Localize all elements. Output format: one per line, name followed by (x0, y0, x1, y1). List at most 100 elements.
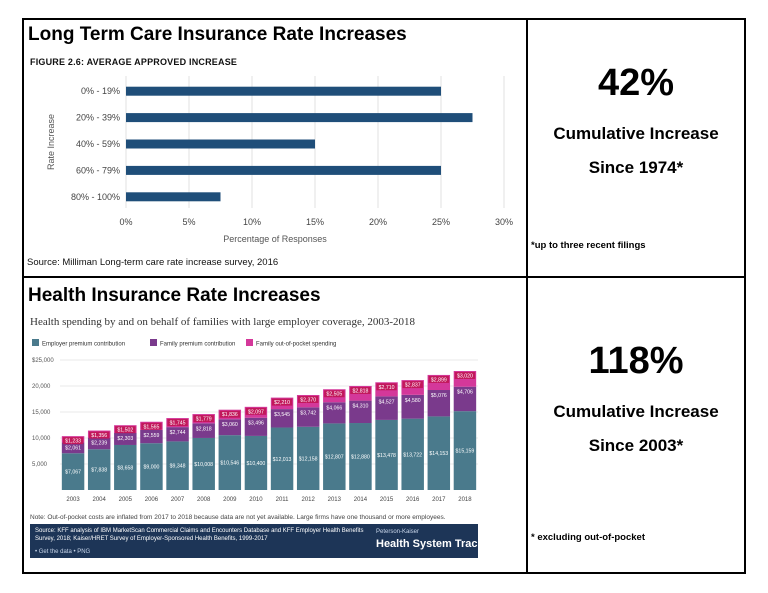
health-x-tick-label: 2011 (276, 497, 290, 503)
health-bar-segment (375, 396, 398, 420)
health-label-box (88, 431, 110, 439)
health-bar-segment (140, 443, 163, 490)
health-bar-segment (192, 437, 215, 490)
health-label-box (115, 426, 136, 434)
health-y-tick-label: $25,000 (32, 358, 54, 364)
health-bar-segment (349, 400, 372, 424)
health-data-label: $4,706 (457, 390, 473, 396)
health-section-title: Health Insurance Rate Increases (28, 285, 321, 306)
health-legend-swatch (246, 339, 253, 346)
health-data-label: $2,097 (248, 409, 264, 415)
health-label-box (271, 398, 293, 406)
ltc-footnote: *up to three recent filings (531, 240, 646, 251)
health-x-tick-label: 2014 (354, 497, 368, 503)
health-bar-segment (244, 435, 268, 490)
row-divider (22, 276, 746, 278)
health-data-label: $3,020 (457, 373, 473, 379)
health-data-label: $2,303 (117, 436, 133, 442)
ltc-big-percent: 42% (597, 62, 675, 104)
health-data-label: $12,013 (273, 457, 292, 463)
health-x-tick-label: 2013 (328, 497, 342, 503)
health-since-label: Since 2003* (588, 436, 684, 455)
health-bar-segment (140, 429, 163, 444)
health-label-box (62, 437, 84, 445)
health-bar-segment (166, 441, 189, 490)
health-data-label: $10,008 (194, 462, 213, 468)
health-data-label: $1,779 (196, 417, 212, 423)
health-bar-segment (270, 427, 294, 490)
ltc-source: Source: Milliman Long-term care rate inc… (27, 257, 279, 268)
health-data-label: $12,158 (299, 456, 318, 462)
ltc-bar (126, 139, 315, 149)
health-bar-segment (401, 394, 424, 419)
health-bar-segment (453, 386, 477, 412)
ltc-category-label: 60% - 79% (76, 165, 120, 175)
health-bar-segment (166, 427, 189, 442)
health-legend-swatch (150, 339, 157, 346)
health-data-label: $1,233 (65, 439, 81, 445)
health-label-box (297, 395, 319, 403)
health-data-label: $5,076 (431, 393, 447, 399)
health-data-label: $2,710 (379, 385, 395, 391)
health-data-label: $9,000 (144, 465, 160, 471)
outer-frame (22, 18, 746, 574)
get-data-link[interactable]: • Get the data • PNG (35, 549, 91, 555)
ltc-category-label: 80% - 100% (71, 192, 120, 202)
health-bar-segment (323, 423, 346, 490)
health-bar-segment (296, 407, 320, 427)
health-data-label: $3,496 (248, 421, 264, 427)
health-data-label: $13,478 (377, 453, 396, 459)
ltc-x-tick-label: 0% (119, 217, 132, 227)
ltc-cumulative-label: Cumulative Increase (553, 124, 719, 143)
health-data-label: $4,527 (379, 399, 395, 405)
health-x-tick-label: 2018 (458, 497, 472, 503)
ltc-x-axis-label: Percentage of Responses (223, 234, 327, 244)
health-data-label: $12,880 (351, 455, 370, 461)
health-x-tick-label: 2010 (249, 497, 263, 503)
health-bar-segment (114, 444, 137, 490)
health-data-label: $1,565 (144, 424, 160, 430)
health-x-tick-label: 2017 (432, 497, 446, 503)
health-label-box (402, 381, 423, 389)
health-data-label: $1,502 (117, 428, 133, 434)
ltc-x-tick-label: 20% (369, 217, 387, 227)
health-data-label: $10,400 (247, 461, 266, 467)
health-legend-swatch (32, 339, 39, 346)
health-data-label: $2,559 (144, 433, 160, 439)
health-label-box (219, 410, 241, 418)
ltc-x-tick-label: 10% (243, 217, 261, 227)
health-chart-title: Health spending by and on behalf of fami… (30, 316, 415, 328)
health-label-box (193, 415, 214, 423)
health-data-label: $8,658 (117, 465, 133, 471)
health-data-label: $4,310 (353, 404, 369, 410)
health-data-label: $1,836 (222, 412, 238, 418)
health-note: Note: Out-of-pocket costs are inflated f… (30, 514, 446, 521)
health-label-box (428, 375, 450, 383)
health-bar-segment (61, 453, 85, 490)
health-bar-segment (61, 442, 85, 454)
health-bar-segment (192, 423, 215, 438)
health-big-percent: 118% (588, 340, 684, 382)
ltc-bar (126, 165, 441, 175)
health-data-label: $2,744 (170, 430, 186, 436)
health-data-label: $2,818 (353, 388, 369, 394)
health-label-box (167, 419, 188, 427)
health-label-box (324, 390, 345, 398)
ltc-x-tick-label: 5% (182, 217, 195, 227)
health-data-label: $3,742 (300, 410, 316, 416)
health-bar-segment (427, 390, 451, 417)
health-data-label: $4,066 (326, 405, 342, 411)
health-bar-segment (87, 449, 111, 490)
health-bar-segment (244, 417, 268, 436)
ltc-category-label: 40% - 59% (76, 139, 120, 149)
health-y-tick-label: 5,000 (32, 462, 48, 468)
ltc-figure-title: FIGURE 2.6: AVERAGE APPROVED INCREASE (30, 57, 238, 67)
health-x-tick-label: 2006 (145, 497, 159, 503)
ltc-section-title: Long Term Care Insurance Rate Increases (28, 24, 407, 45)
health-x-tick-label: 2007 (171, 497, 185, 503)
ltc-x-tick-label: 25% (432, 217, 450, 227)
health-y-tick-label: 10,000 (32, 436, 51, 442)
health-x-tick-label: 2016 (406, 497, 420, 503)
health-label-box (245, 407, 267, 415)
ltc-category-label: 0% - 19% (81, 86, 120, 96)
